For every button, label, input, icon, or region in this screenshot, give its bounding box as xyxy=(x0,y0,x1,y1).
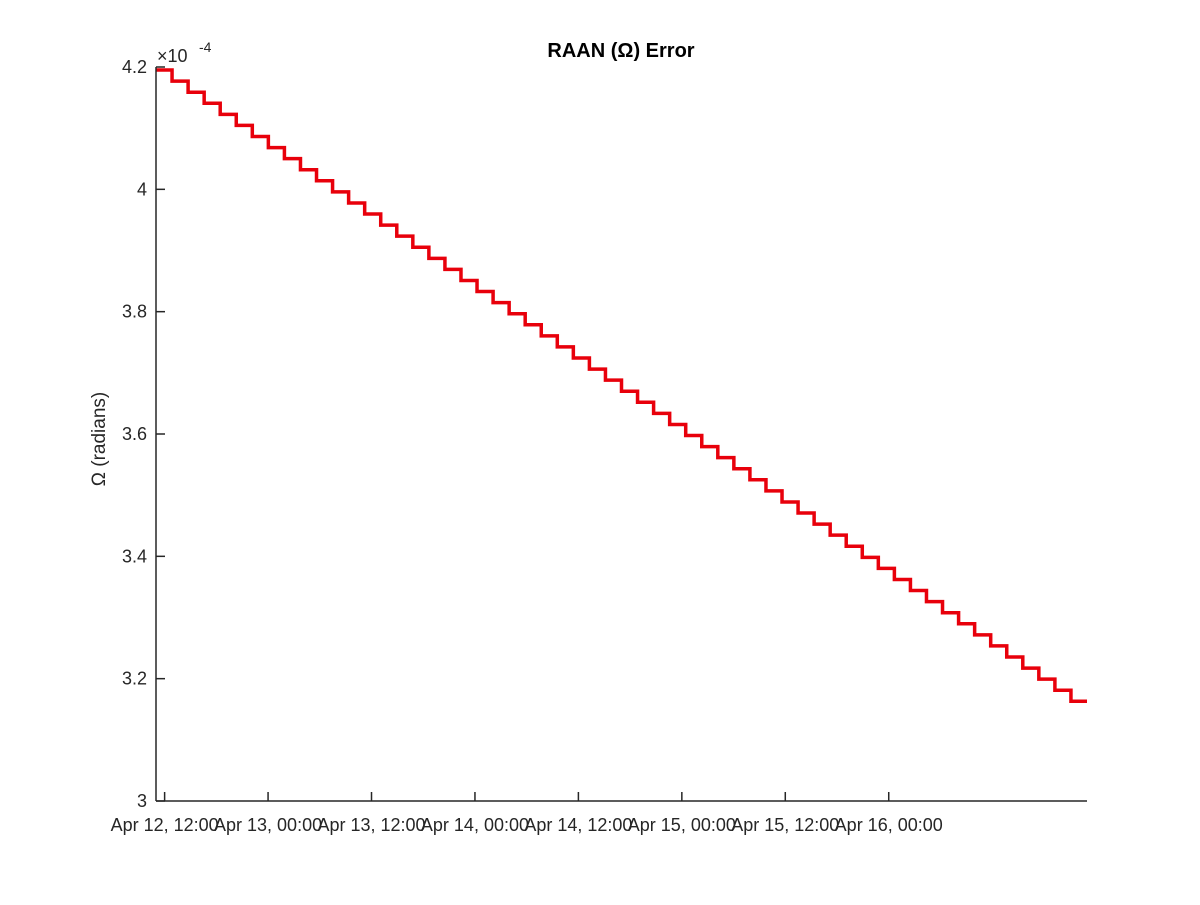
y-axis-label: Ω (radians) xyxy=(89,392,110,486)
chart-title: RAAN (Ω) Error xyxy=(547,40,694,62)
x-tick-label: Apr 13, 12:00 xyxy=(317,815,425,835)
x-tick-label: Apr 16, 00:00 xyxy=(835,815,943,835)
y-tick-label: 3 xyxy=(137,791,147,811)
x-tick-label: Apr 13, 00:00 xyxy=(214,815,322,835)
y-tick-label: 3.4 xyxy=(122,546,147,566)
y-tick-label: 4.2 xyxy=(122,57,147,77)
y-tick-label: 3.8 xyxy=(122,302,147,322)
y-ticks: 3 3.2 3.4 3.6 3.8 4 4.2 xyxy=(122,57,165,811)
y-exponent-label: ×10 -4 xyxy=(157,39,212,66)
x-tick-label: Apr 12, 12:00 xyxy=(111,815,219,835)
series-line-0 xyxy=(156,68,1087,704)
x-tick-label: Apr 14, 00:00 xyxy=(421,815,529,835)
y-tick-label: 3.2 xyxy=(122,669,147,689)
plot-area xyxy=(156,67,1087,801)
y-tick-label: 3.6 xyxy=(122,424,147,444)
x-tick-label: Apr 15, 12:00 xyxy=(731,815,839,835)
x-tick-label: Apr 14, 12:00 xyxy=(524,815,632,835)
x-tick-label: Apr 15, 00:00 xyxy=(628,815,736,835)
y-exponent-power: -4 xyxy=(199,39,212,55)
plot-background xyxy=(156,67,1087,801)
y-exponent-base: ×10 xyxy=(157,46,188,66)
y-tick-label: 4 xyxy=(137,179,147,199)
series-layer xyxy=(156,68,1087,704)
